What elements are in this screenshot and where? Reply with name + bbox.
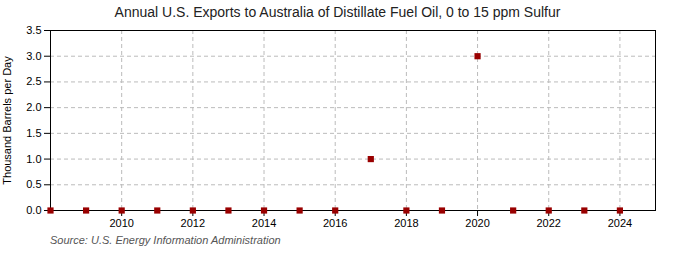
svg-text:2.0: 2.0	[26, 101, 41, 113]
html-text:Annual U.S. Exports to Austral: Annual U.S. Exports to Australia of Dist…	[114, 4, 561, 20]
svg-text:3.5: 3.5	[26, 24, 41, 36]
html-text:Source: U.S. Energy Informatio: Source: U.S. Energy Information Administ…	[50, 234, 281, 246]
svg-text:2.5: 2.5	[26, 75, 41, 87]
svg-text:2014: 2014	[252, 217, 276, 229]
svg-text:3.0: 3.0	[26, 50, 41, 62]
svg-text:2022: 2022	[536, 217, 560, 229]
svg-text:2020: 2020	[465, 217, 489, 229]
svg-text:2012: 2012	[181, 217, 205, 229]
svg-text:2018: 2018	[394, 217, 418, 229]
svg-text:2010: 2010	[109, 217, 133, 229]
svg-text:2024: 2024	[608, 217, 632, 229]
svg-text:2016: 2016	[323, 217, 347, 229]
svg-text:Thousand Barrels per Day: Thousand Barrels per Day	[1, 56, 13, 185]
svg-text:1.0: 1.0	[26, 153, 41, 165]
svg-text:0.0: 0.0	[26, 204, 41, 216]
svg-text:0.5: 0.5	[26, 178, 41, 190]
svg-text:1.5: 1.5	[26, 127, 41, 139]
